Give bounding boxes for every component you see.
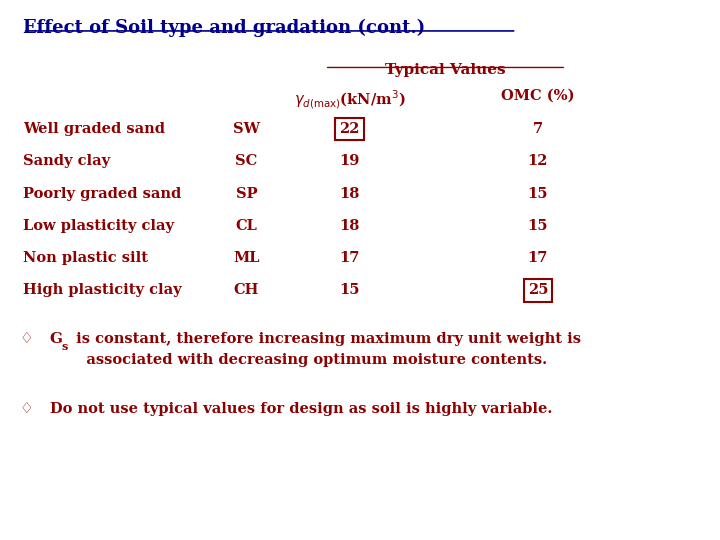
Text: 18: 18: [339, 219, 360, 233]
Text: 18: 18: [339, 187, 360, 201]
Text: 22: 22: [339, 122, 360, 136]
Text: Non plastic silt: Non plastic silt: [23, 251, 148, 265]
Text: Effect of Soil type and gradation (cont.): Effect of Soil type and gradation (cont.…: [23, 18, 425, 37]
Text: ♢: ♢: [19, 332, 33, 346]
Text: CL: CL: [235, 219, 258, 233]
Text: $\gamma_{d(\mathrm{max})}$(kN/m$^3$): $\gamma_{d(\mathrm{max})}$(kN/m$^3$): [294, 89, 405, 111]
Text: Do not use typical values for design as soil is highly variable.: Do not use typical values for design as …: [50, 402, 552, 416]
Text: 7: 7: [533, 122, 543, 136]
Text: ML: ML: [233, 251, 260, 265]
Text: G: G: [50, 332, 63, 346]
Text: Well graded sand: Well graded sand: [23, 122, 165, 136]
Text: ♢: ♢: [19, 402, 33, 416]
Text: s: s: [62, 341, 68, 353]
Text: CH: CH: [234, 284, 259, 298]
Text: 17: 17: [528, 251, 548, 265]
Text: OMC (%): OMC (%): [501, 89, 575, 103]
Text: Sandy clay: Sandy clay: [23, 154, 110, 168]
Text: SP: SP: [235, 187, 257, 201]
Text: SW: SW: [233, 122, 260, 136]
Text: Typical Values: Typical Values: [385, 63, 505, 77]
Text: 19: 19: [339, 154, 360, 168]
Text: High plasticity clay: High plasticity clay: [23, 284, 181, 298]
Text: 12: 12: [528, 154, 548, 168]
Text: SC: SC: [235, 154, 258, 168]
Text: 15: 15: [528, 187, 548, 201]
Text: 15: 15: [339, 284, 360, 298]
Text: Low plasticity clay: Low plasticity clay: [23, 219, 174, 233]
Text: Poorly graded sand: Poorly graded sand: [23, 187, 181, 201]
Text: 15: 15: [528, 219, 548, 233]
Text: is constant, therefore increasing maximum dry unit weight is
   associated with : is constant, therefore increasing maximu…: [71, 332, 581, 367]
Text: 17: 17: [339, 251, 360, 265]
Text: 25: 25: [528, 284, 548, 298]
